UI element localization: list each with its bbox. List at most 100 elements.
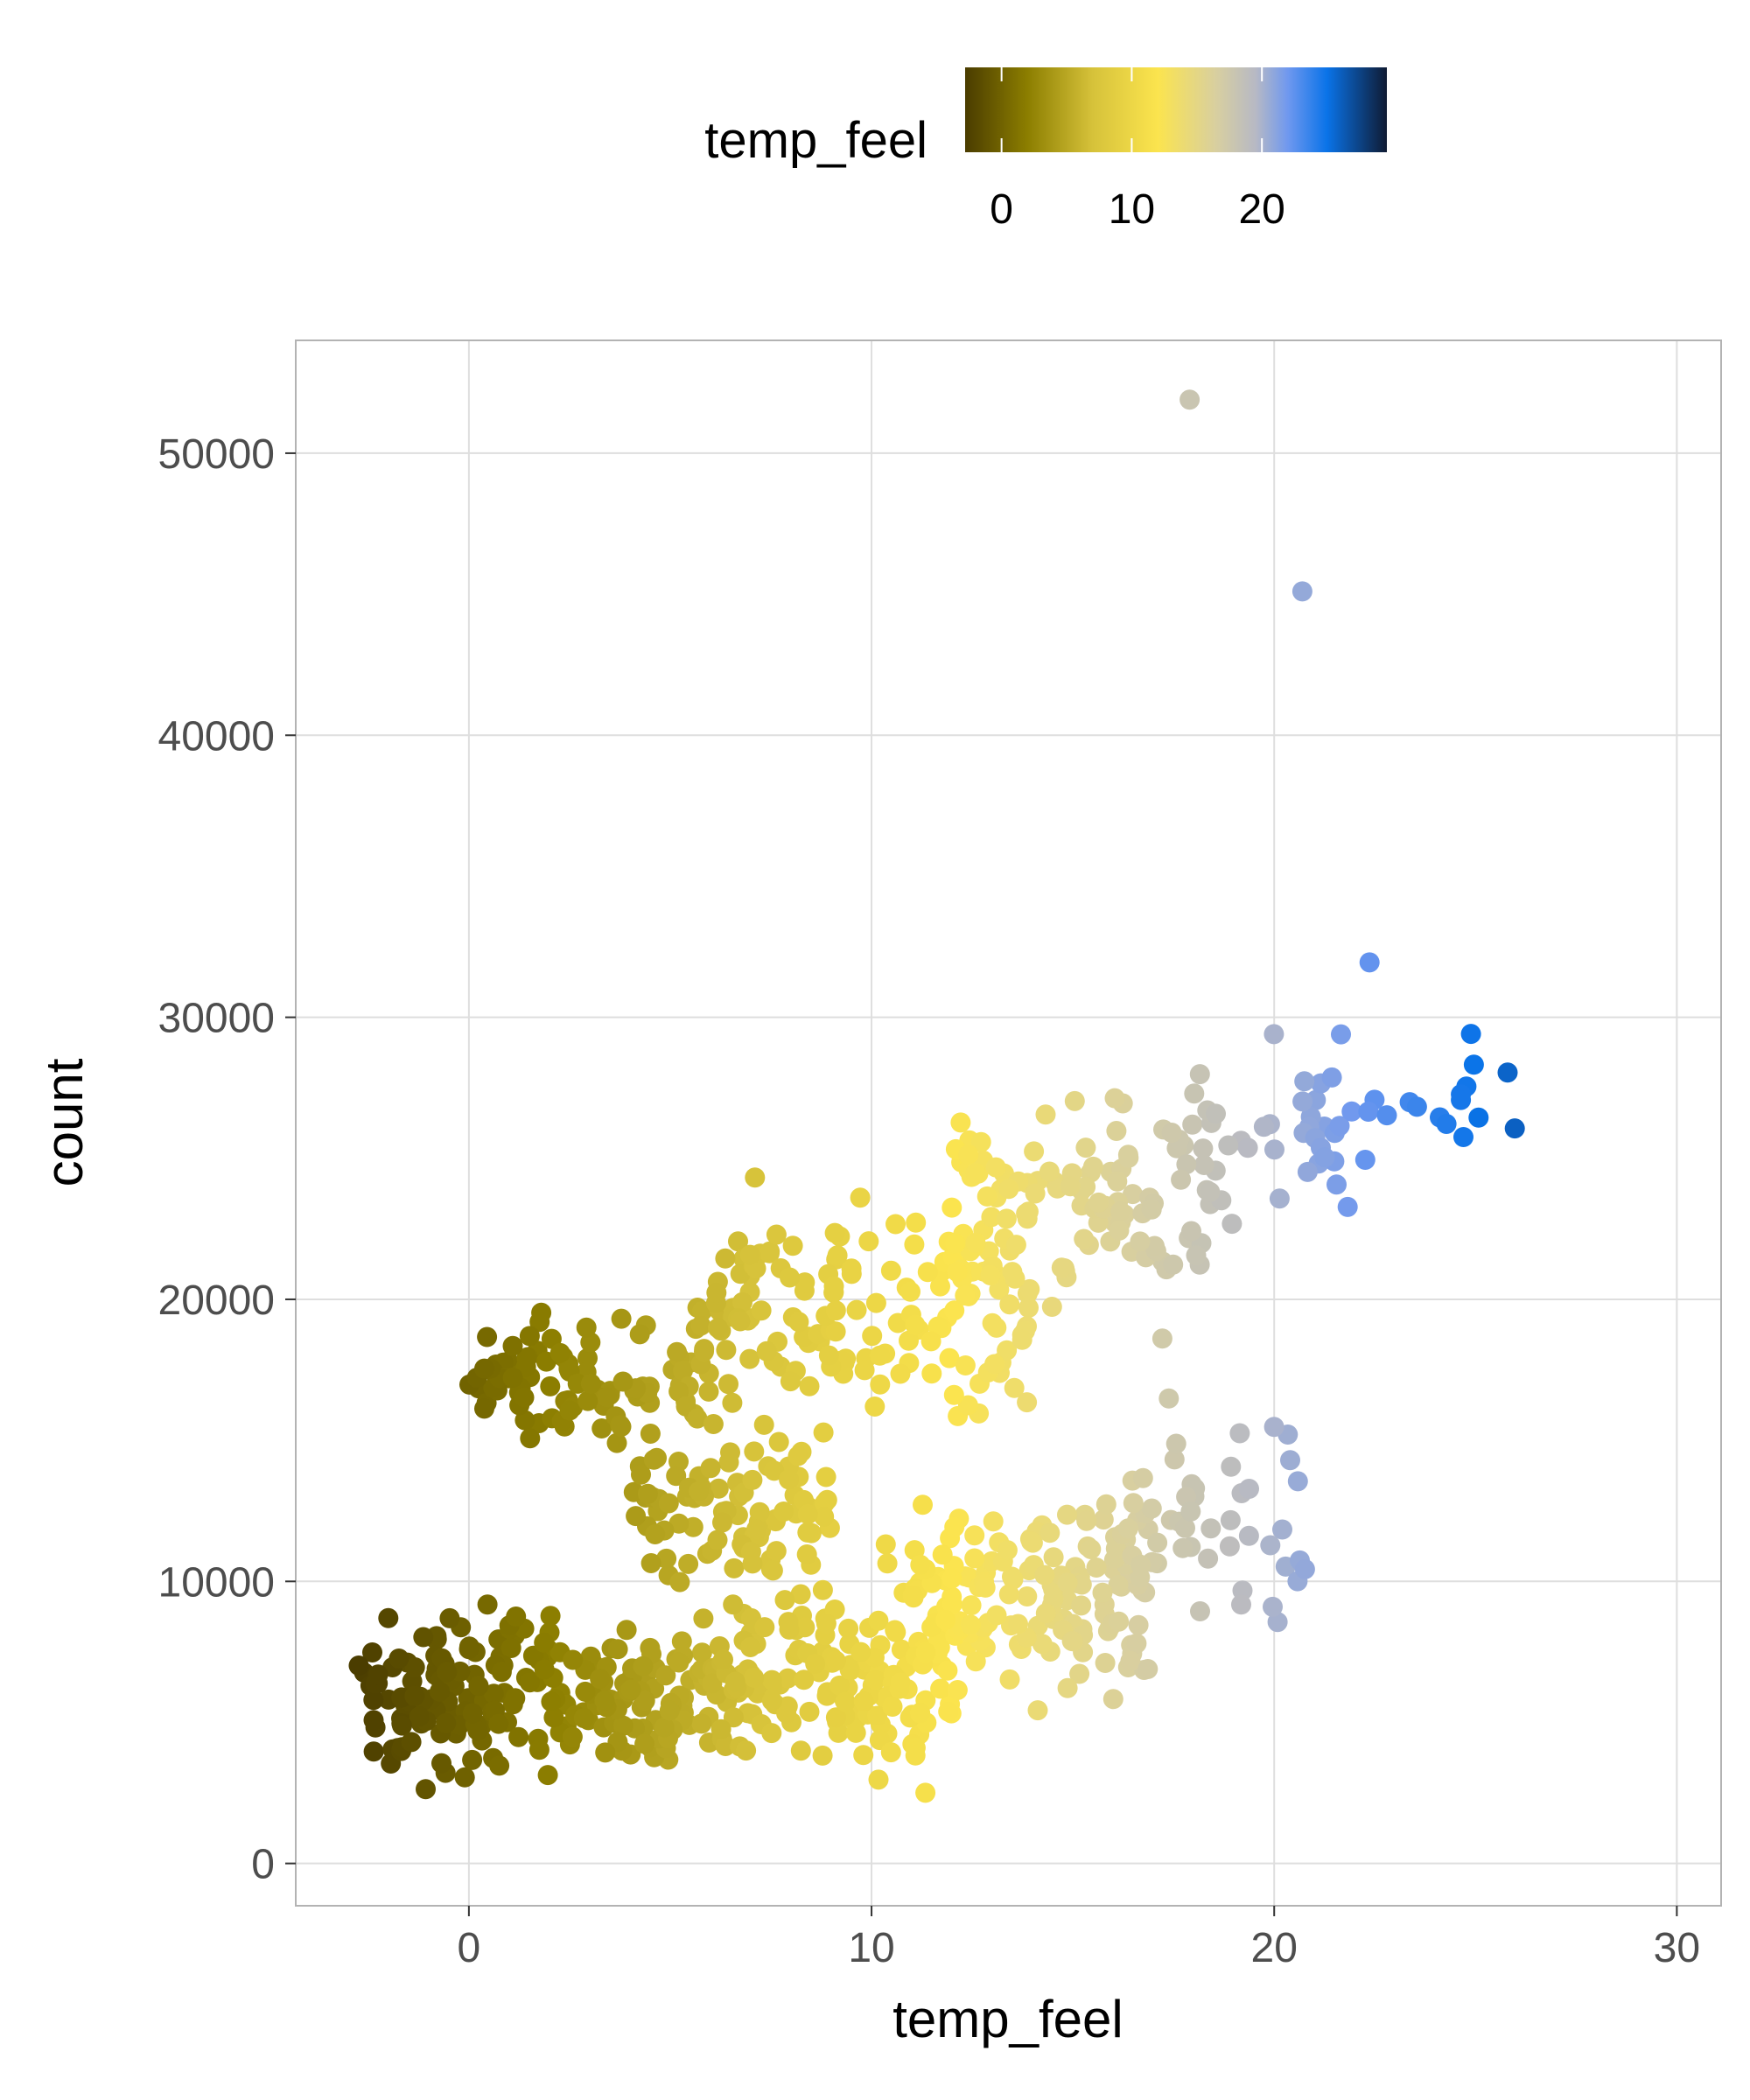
data-point [944, 1516, 965, 1537]
data-point [520, 1672, 540, 1693]
data-point [454, 1767, 475, 1788]
data-point [1182, 1114, 1203, 1135]
data-point [823, 1276, 844, 1297]
data-point [706, 1282, 727, 1303]
data-point [762, 1560, 783, 1581]
data-point [1321, 1067, 1342, 1088]
data-point [858, 1231, 879, 1252]
data-point [439, 1607, 460, 1628]
data-point [947, 1680, 968, 1700]
data-point [742, 1553, 763, 1574]
data-point [1074, 1228, 1095, 1250]
data-point [1004, 1377, 1025, 1398]
data-point [363, 1690, 384, 1711]
data-point [348, 1656, 369, 1676]
data-point [825, 1650, 846, 1671]
data-point [984, 1354, 1004, 1375]
data-point [1064, 1090, 1085, 1111]
plot-border [295, 340, 1722, 1907]
data-point [812, 1745, 833, 1766]
data-point [986, 1605, 1007, 1626]
data-point [975, 1577, 996, 1598]
data-point [1088, 1192, 1110, 1213]
data-point [920, 1331, 942, 1352]
data-point [864, 1396, 886, 1417]
data-point [474, 1398, 494, 1419]
data-point [707, 1530, 728, 1550]
data-point [502, 1335, 523, 1356]
data-point [607, 1639, 628, 1660]
data-point [788, 1446, 808, 1466]
data-point [1287, 1471, 1308, 1492]
data-point [761, 1723, 782, 1744]
data-point [514, 1387, 535, 1408]
data-point [812, 1579, 833, 1600]
data-point [634, 1733, 655, 1754]
data-point [1081, 1539, 1102, 1559]
data-point [431, 1753, 452, 1774]
data-point [712, 1512, 732, 1533]
legend-title: temp_feel [704, 112, 928, 169]
data-point [1221, 1456, 1242, 1477]
data-point [1280, 1450, 1300, 1471]
data-point [1147, 1532, 1168, 1553]
data-point [392, 1715, 412, 1736]
data-point [1062, 1631, 1083, 1652]
data-point [437, 1662, 458, 1683]
data-point [401, 1732, 422, 1753]
data-point [694, 1341, 714, 1362]
data-point [1158, 1388, 1180, 1409]
data-point [506, 1606, 527, 1627]
data-point [467, 1720, 488, 1741]
data-point [870, 1345, 890, 1366]
data-point [903, 1587, 924, 1608]
data-point [654, 1717, 675, 1738]
data-point [1082, 1156, 1103, 1177]
data-point [1263, 1596, 1283, 1617]
data-point [780, 1267, 800, 1288]
data-point [938, 1701, 959, 1722]
data-point [1463, 1054, 1484, 1075]
data-point [502, 1368, 523, 1388]
data-point [534, 1632, 555, 1653]
data-point [634, 1690, 655, 1712]
y-tick-label: 10000 [158, 1559, 275, 1606]
data-point [722, 1392, 743, 1413]
data-point [710, 1718, 732, 1740]
data-point [468, 1676, 489, 1697]
data-point [488, 1713, 509, 1734]
data-point [875, 1534, 896, 1555]
data-point [1314, 1147, 1335, 1168]
data-point [363, 1741, 384, 1762]
data-point [1460, 1024, 1481, 1045]
data-point [723, 1594, 744, 1615]
data-point [655, 1665, 676, 1686]
data-point [882, 1697, 903, 1717]
y-tick-label: 20000 [158, 1278, 275, 1324]
data-point [474, 1358, 494, 1379]
data-point [900, 1281, 920, 1302]
data-point [656, 1548, 677, 1569]
data-point [723, 1707, 744, 1728]
data-point [935, 1609, 956, 1630]
data-point [749, 1502, 770, 1522]
data-point [1141, 1498, 1162, 1519]
data-point [558, 1359, 579, 1379]
data-point [1018, 1298, 1039, 1319]
data-point [1019, 1278, 1040, 1299]
data-point [853, 1745, 874, 1766]
data-point [537, 1765, 558, 1786]
data-point [413, 1627, 434, 1648]
data-point [841, 1258, 862, 1279]
data-point [724, 1558, 745, 1578]
legend-tick-label: 20 [1238, 186, 1284, 233]
data-point [909, 1703, 930, 1724]
data-point [693, 1608, 714, 1629]
data-point [1198, 1548, 1219, 1569]
data-point [899, 1330, 919, 1351]
data-point [1040, 1522, 1060, 1544]
data-point [673, 1360, 693, 1381]
data-point [1172, 1537, 1194, 1558]
data-point [1076, 1510, 1097, 1531]
